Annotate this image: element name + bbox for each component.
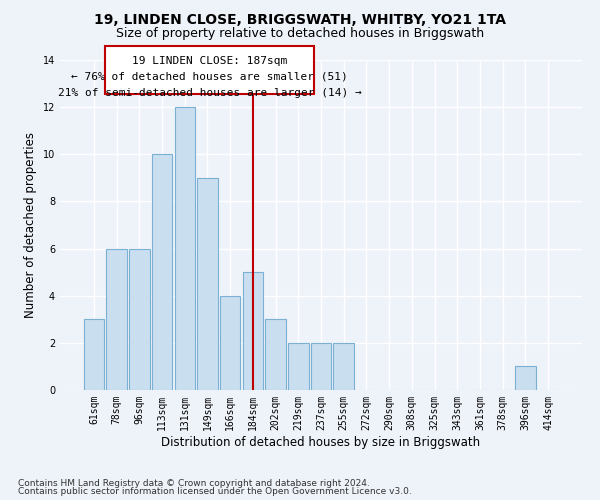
Text: Size of property relative to detached houses in Briggswath: Size of property relative to detached ho… — [116, 28, 484, 40]
Bar — [106, 248, 127, 390]
Bar — [152, 154, 172, 390]
Bar — [105, 46, 314, 94]
Text: ← 76% of detached houses are smaller (51): ← 76% of detached houses are smaller (51… — [71, 72, 348, 82]
Text: Contains public sector information licensed under the Open Government Licence v3: Contains public sector information licen… — [18, 487, 412, 496]
Text: 21% of semi-detached houses are larger (14) →: 21% of semi-detached houses are larger (… — [58, 88, 362, 98]
Text: 19 LINDEN CLOSE: 187sqm: 19 LINDEN CLOSE: 187sqm — [132, 56, 287, 66]
X-axis label: Distribution of detached houses by size in Briggswath: Distribution of detached houses by size … — [161, 436, 481, 448]
Text: 19, LINDEN CLOSE, BRIGGSWATH, WHITBY, YO21 1TA: 19, LINDEN CLOSE, BRIGGSWATH, WHITBY, YO… — [94, 12, 506, 26]
Bar — [220, 296, 241, 390]
Bar — [334, 343, 354, 390]
Bar — [129, 248, 149, 390]
Bar — [242, 272, 263, 390]
Y-axis label: Number of detached properties: Number of detached properties — [24, 132, 37, 318]
Bar — [175, 107, 195, 390]
Bar — [265, 320, 286, 390]
Bar — [84, 320, 104, 390]
Bar — [197, 178, 218, 390]
Bar — [288, 343, 308, 390]
Bar — [311, 343, 331, 390]
Bar — [515, 366, 536, 390]
Text: Contains HM Land Registry data © Crown copyright and database right 2024.: Contains HM Land Registry data © Crown c… — [18, 478, 370, 488]
